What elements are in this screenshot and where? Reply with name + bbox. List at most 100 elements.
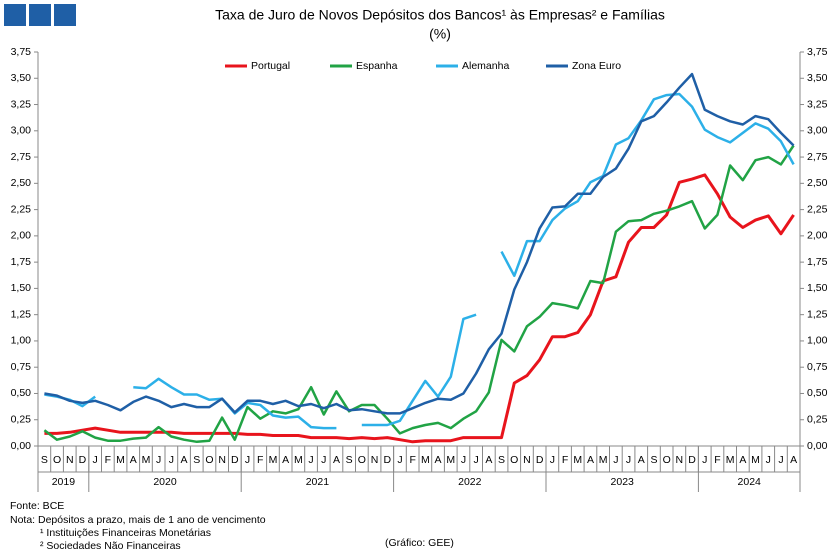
x-tick-label: S (193, 454, 200, 466)
x-tick-label: M (142, 454, 151, 466)
x-tick-label: O (358, 454, 366, 466)
legend-label: Zona Euro (572, 60, 621, 72)
source: Fonte: BCE (10, 500, 64, 512)
y-tick-label: 0,75 (11, 361, 32, 373)
year-label: 2021 (306, 476, 330, 488)
line-series (44, 173, 795, 444)
y-tick-label: 3,00 (11, 125, 32, 137)
chart-title: Taxa de Juro de Novos Depósitos dos Banc… (215, 7, 665, 23)
x-tick-label: J (626, 454, 631, 466)
y-tick-label: 2,00 (11, 230, 32, 242)
x-tick-label: S (346, 454, 353, 466)
y2-tick-label: 0,50 (807, 387, 828, 399)
x-tick-label: A (638, 454, 645, 466)
logo-square (4, 4, 26, 26)
x-tick-label: M (573, 454, 582, 466)
year-label: 2024 (738, 476, 762, 488)
x-tick-label: O (205, 454, 213, 466)
x-tick-label: M (726, 454, 735, 466)
x-tick-label: J (397, 454, 402, 466)
x-tick-label: S (41, 454, 48, 466)
x-tick-label: A (435, 454, 442, 466)
y-tick-label: 3,75 (11, 46, 32, 58)
legend-label: Alemanha (462, 60, 509, 72)
y2-tick-label: 3,00 (807, 125, 828, 137)
y2-tick-label: 0,00 (807, 440, 828, 452)
year-label: 2020 (153, 476, 177, 488)
y2-tick-label: 2,00 (807, 230, 828, 242)
x-tick-label: J (321, 454, 326, 466)
logo-square (54, 4, 76, 26)
y-tick-label: 1,50 (11, 282, 32, 294)
x-tick-label: J (156, 454, 161, 466)
y2-tick-label: 2,50 (807, 177, 828, 189)
x-tick-label: J (613, 454, 618, 466)
x-tick-label: O (663, 454, 671, 466)
line-series (44, 72, 795, 415)
x-tick-label: N (66, 454, 74, 466)
x-tick-label: N (371, 454, 379, 466)
y-tick-label: 3,25 (11, 98, 32, 110)
logo-square (29, 4, 51, 26)
x-tick-label: D (688, 454, 696, 466)
x-tick-label: J (778, 454, 783, 466)
y2-tick-label: 2,25 (807, 203, 828, 215)
y2-tick-label: 2,75 (807, 151, 828, 163)
y-tick-label: 0,25 (11, 414, 32, 426)
y2-tick-label: 3,50 (807, 72, 828, 84)
y-tick-label: 2,25 (11, 203, 32, 215)
x-tick-label: M (294, 454, 303, 466)
x-tick-label: F (562, 454, 568, 466)
y-tick-label: 2,75 (11, 151, 32, 163)
y2-tick-label: 1,75 (807, 256, 828, 268)
x-tick-label: J (550, 454, 555, 466)
y-tick-label: 2,50 (11, 177, 32, 189)
x-tick-label: D (79, 454, 87, 466)
x-tick-label: J (474, 454, 479, 466)
y2-tick-label: 0,75 (807, 361, 828, 373)
x-tick-label: F (257, 454, 263, 466)
x-tick-label: M (751, 454, 760, 466)
x-tick-label: D (536, 454, 544, 466)
x-tick-label: A (587, 454, 594, 466)
y-tick-label: 1,75 (11, 256, 32, 268)
x-tick-label: A (485, 454, 492, 466)
x-tick-label: F (714, 454, 720, 466)
footnote: ² Sociedades Não Financeiras (40, 540, 181, 552)
chart-subtitle: (%) (429, 26, 451, 42)
y-tick-label: 1,25 (11, 308, 32, 320)
year-label: 2022 (458, 476, 482, 488)
x-tick-label: N (523, 454, 531, 466)
note: Nota: Depósitos a prazo, mais de 1 ano d… (10, 514, 266, 526)
x-tick-label: J (308, 454, 313, 466)
x-tick-label: M (269, 454, 278, 466)
x-tick-label: M (446, 454, 455, 466)
x-tick-label: F (409, 454, 415, 466)
y-tick-label: 0,00 (11, 440, 32, 452)
x-tick-label: D (231, 454, 239, 466)
x-tick-label: F (105, 454, 111, 466)
legend-label: Espanha (356, 60, 398, 72)
y2-tick-label: 1,00 (807, 335, 828, 347)
x-tick-label: M (116, 454, 125, 466)
line-series (44, 92, 795, 430)
year-label: 2019 (52, 476, 76, 488)
y2-tick-label: 0,25 (807, 414, 828, 426)
x-tick-label: A (282, 454, 289, 466)
year-label: 2023 (611, 476, 635, 488)
y-tick-label: 1,00 (11, 335, 32, 347)
x-tick-label: A (739, 454, 746, 466)
x-tick-label: N (676, 454, 684, 466)
y2-tick-label: 3,25 (807, 98, 828, 110)
x-tick-label: J (702, 454, 707, 466)
x-tick-label: N (218, 454, 226, 466)
x-tick-label: O (510, 454, 518, 466)
x-tick-label: A (181, 454, 188, 466)
y2-tick-label: 3,75 (807, 46, 828, 58)
line-series (43, 144, 795, 444)
y2-tick-label: 1,50 (807, 282, 828, 294)
x-tick-label: A (790, 454, 797, 466)
x-tick-label: J (461, 454, 466, 466)
y2-tick-label: 1,25 (807, 308, 828, 320)
